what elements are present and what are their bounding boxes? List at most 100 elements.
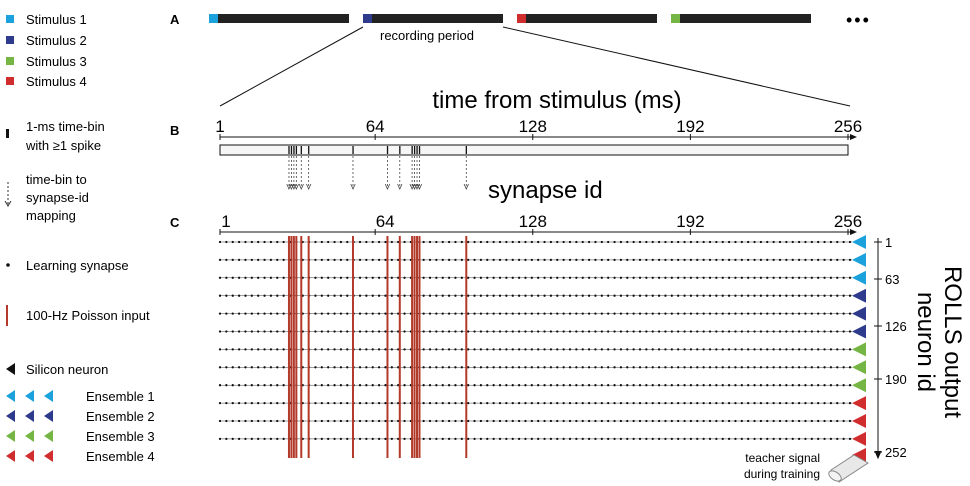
learning-synapse-dot [282, 437, 285, 441]
learning-synapse-dot [651, 240, 654, 244]
learning-synapse-dot [600, 366, 603, 369]
learning-synapse-dot [327, 348, 330, 351]
learning-synapse-dot [759, 401, 763, 405]
learning-synapse-dot [766, 419, 769, 423]
learning-synapse-dot [479, 366, 483, 369]
learning-synapse-dot [473, 258, 476, 262]
learning-synapse-dot [473, 294, 476, 297]
learning-synapse-dot [740, 384, 743, 387]
ensemble-2-triangle-icon [44, 410, 53, 422]
learning-synapse-dot [225, 240, 228, 244]
stimulus-block-4-bar [680, 14, 811, 23]
neuron-tick-label-126: 126 [885, 319, 907, 334]
learning-synapse-dot [651, 348, 654, 351]
learning-synapse-dot [257, 401, 260, 405]
learning-synapse-dot [269, 419, 273, 423]
learning-synapse-dot [657, 330, 661, 333]
learning-synapse-dot [664, 330, 667, 333]
learning-synapse-dot [645, 276, 648, 279]
learning-synapse-dot [581, 384, 584, 387]
learning-synapse-dot [505, 384, 508, 387]
synapse-row-1 [218, 240, 852, 244]
learning-synapse-dot [829, 401, 833, 405]
learning-synapse-dot [664, 401, 667, 405]
learning-synapse-dot [320, 348, 323, 351]
learning-synapse-dot [511, 258, 514, 262]
learning-synapse-dot [670, 258, 673, 262]
learning-synapse-dot [702, 348, 705, 351]
learning-synapse-dot [829, 312, 833, 315]
learning-synapse-dot [339, 419, 343, 423]
learning-synapse-dot [269, 401, 273, 405]
mapping-arrow-69-icon [384, 183, 391, 190]
learning-synapse-dot [785, 240, 788, 244]
learning-synapse-dot [537, 330, 540, 333]
learning-synapse-dot [568, 276, 572, 279]
learning-synapse-dot [581, 312, 584, 315]
learning-synapse-dot [804, 366, 807, 369]
learning-synapse-dot [384, 401, 387, 405]
learning-synapse-dot [365, 330, 368, 333]
learning-synapse-dot [619, 294, 623, 297]
learning-synapse-dot [823, 276, 826, 279]
learning-synapse-dot [791, 401, 794, 405]
learning-synapse-icon [6, 263, 10, 267]
learning-synapse-dot [244, 437, 247, 441]
learning-synapse-dot [371, 276, 374, 279]
learning-synapse-dot [772, 258, 775, 262]
learning-synapse-dot [492, 240, 495, 244]
learning-synapse-dot [282, 384, 285, 387]
learning-synapse-dot [613, 330, 616, 333]
learning-synapse-dot [257, 258, 260, 262]
learning-synapse-dot [511, 294, 514, 297]
learning-synapse-dot [225, 348, 228, 351]
learning-synapse-dot [333, 312, 336, 315]
learning-synapse-dot [804, 401, 807, 405]
learning-synapse-dot [365, 240, 368, 244]
learning-synapse-dot [817, 276, 820, 279]
learning-synapse-dot [759, 294, 763, 297]
ensemble-3-triangle-icon [6, 430, 15, 442]
learning-synapse-dot [638, 419, 642, 423]
learning-synapse-dot [447, 258, 451, 262]
poisson-input-line-31 [292, 236, 295, 458]
learning-synapse-dot [791, 366, 794, 369]
learning-synapse-dot [339, 366, 343, 369]
learning-synapse-dot [244, 401, 247, 405]
learning-synapse-dot [600, 258, 603, 262]
learning-synapse-dot [282, 240, 285, 244]
learning-synapse-dot [836, 258, 839, 262]
learning-synapse-dot [638, 276, 642, 279]
learning-synapse-dot [702, 330, 705, 333]
learning-synapse-dot [626, 294, 629, 297]
learning-synapse-dot [600, 240, 603, 244]
learning-synapse-dot [276, 348, 279, 351]
learning-synapse-dot [498, 348, 502, 351]
learning-synapse-dot [511, 419, 514, 423]
synapse-array [218, 240, 852, 441]
learning-synapse-dot [225, 330, 228, 333]
spike-bin-80 [413, 146, 416, 154]
learning-synapse-dot [594, 330, 597, 333]
learning-synapse-dot [403, 401, 406, 405]
learning-synapse-dot [848, 384, 852, 387]
learning-synapse-dot [727, 384, 731, 387]
learning-synapse-dot [257, 312, 260, 315]
time-bin-strip [219, 144, 849, 156]
learning-synapse-dot [346, 294, 349, 297]
learning-synapse-dot [346, 384, 349, 387]
learning-synapse-dot [683, 437, 686, 441]
silicon-neurons [852, 235, 866, 462]
learning-synapse-dot [511, 276, 514, 279]
learning-synapse-dot [575, 437, 578, 441]
learning-synapse-dot [791, 419, 794, 423]
learning-synapse-dot [740, 401, 743, 405]
learning-synapse-dot [237, 366, 241, 369]
learning-synapse-dot [257, 437, 260, 441]
mapping-arrow-55-icon [350, 183, 356, 190]
learning-synapse-dot [486, 366, 489, 369]
learning-synapse-dot [664, 348, 667, 351]
learning-synapse-dot [511, 312, 514, 315]
learning-synapse-dot [632, 330, 635, 333]
learning-synapse-dot [848, 419, 852, 423]
